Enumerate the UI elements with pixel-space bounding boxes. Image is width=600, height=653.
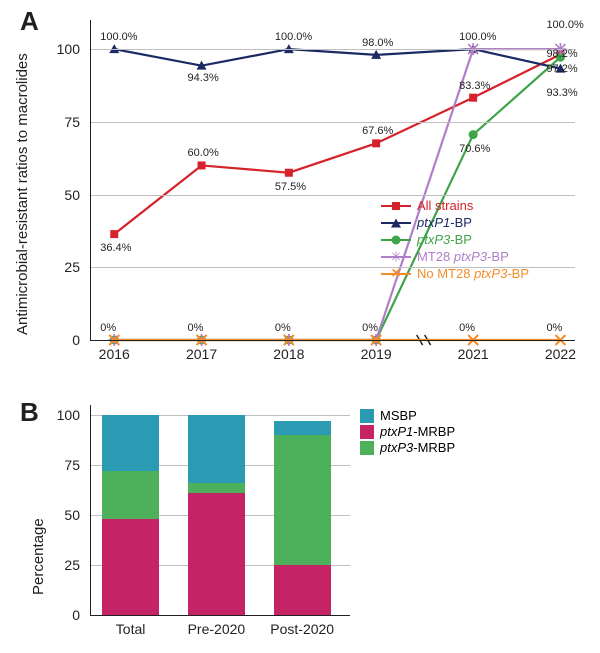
gridline xyxy=(90,122,575,123)
x-tick-label: 2018 xyxy=(273,346,304,362)
x-tick-label: 2017 xyxy=(186,346,217,362)
legend-item: ptxP1-MRBP xyxy=(360,424,455,439)
point-label: 0% xyxy=(459,322,475,334)
point-label: 100.0% xyxy=(275,31,312,43)
bar-segment xyxy=(102,415,159,471)
point-label: 100.0% xyxy=(100,31,137,43)
bar-segment xyxy=(274,565,331,615)
y-tick-label: 100 xyxy=(0,407,80,423)
legend-item: MSBP xyxy=(360,408,455,423)
legend-a: All strainsptxP1-BPptxP3-BP✳MT28 ptxP3-B… xyxy=(381,196,529,283)
panel-a-label: A xyxy=(20,6,39,37)
y-tick-label: 25 xyxy=(0,557,80,573)
x-tick-label: Post-2020 xyxy=(270,621,334,637)
point-label: 100.0% xyxy=(546,19,583,31)
point-label: 0% xyxy=(275,322,291,334)
y-tick-label: 25 xyxy=(0,259,80,275)
y-tick-label: 100 xyxy=(0,41,80,57)
point-label: 100.0% xyxy=(459,31,496,43)
x-tick-label: Pre-2020 xyxy=(188,621,246,637)
point-label: 0% xyxy=(362,322,378,334)
y-tick-label: 50 xyxy=(0,187,80,203)
point-label: 0% xyxy=(546,322,562,334)
legend-item: ptxP3-MRBP xyxy=(360,440,455,455)
point-label: 83.3% xyxy=(459,80,490,92)
point-label: 94.3% xyxy=(188,72,219,84)
bar-segment xyxy=(274,421,331,435)
point-label: 36.4% xyxy=(100,242,131,254)
bar-segment xyxy=(274,435,331,565)
point-label: 67.6% xyxy=(362,125,393,137)
y-tick-label: 75 xyxy=(0,457,80,473)
plot-area-b xyxy=(90,405,350,615)
point-label: 98.2% xyxy=(546,48,577,60)
point-label: 57.5% xyxy=(275,181,306,193)
x-tick-label: 2019 xyxy=(361,346,392,362)
point-label: 93.3% xyxy=(546,87,577,99)
y-tick-label: 75 xyxy=(0,114,80,130)
bar-segment xyxy=(102,471,159,519)
point-label: 0% xyxy=(188,322,204,334)
point-label: 60.0% xyxy=(188,147,219,159)
x-tick-label: Total xyxy=(116,621,146,637)
point-label: 70.6% xyxy=(459,143,490,155)
panel-b: B Percentage MSBPptxP1-MRBPptxP3-MRBP 02… xyxy=(0,395,600,653)
point-label: 98.0% xyxy=(362,37,393,49)
gridline xyxy=(90,49,575,50)
point-label: 97.2% xyxy=(546,63,577,75)
x-tick-label: 2022 xyxy=(545,346,576,362)
legend-b: MSBPptxP1-MRBPptxP3-MRBP xyxy=(360,407,455,456)
bar-segment xyxy=(188,483,245,493)
x-tick-label: 2021 xyxy=(458,346,489,362)
bar-segment xyxy=(188,493,245,615)
y-tick-label: 0 xyxy=(0,607,80,623)
y-tick-label: 50 xyxy=(0,507,80,523)
x-tick-label: 2016 xyxy=(99,346,130,362)
bar-segment xyxy=(102,519,159,615)
bar-segment xyxy=(188,415,245,483)
y-tick-label: 0 xyxy=(0,332,80,348)
plot-area-a: 36.4% 60.0% 57.5% 67.6% 83.3% 98.2% 100.0% 94.3… xyxy=(90,20,575,340)
panel-a: A Antimicrobial-resistant ratios to macr… xyxy=(0,0,600,395)
chart-a-svg xyxy=(90,20,575,340)
point-label: 0% xyxy=(100,322,116,334)
